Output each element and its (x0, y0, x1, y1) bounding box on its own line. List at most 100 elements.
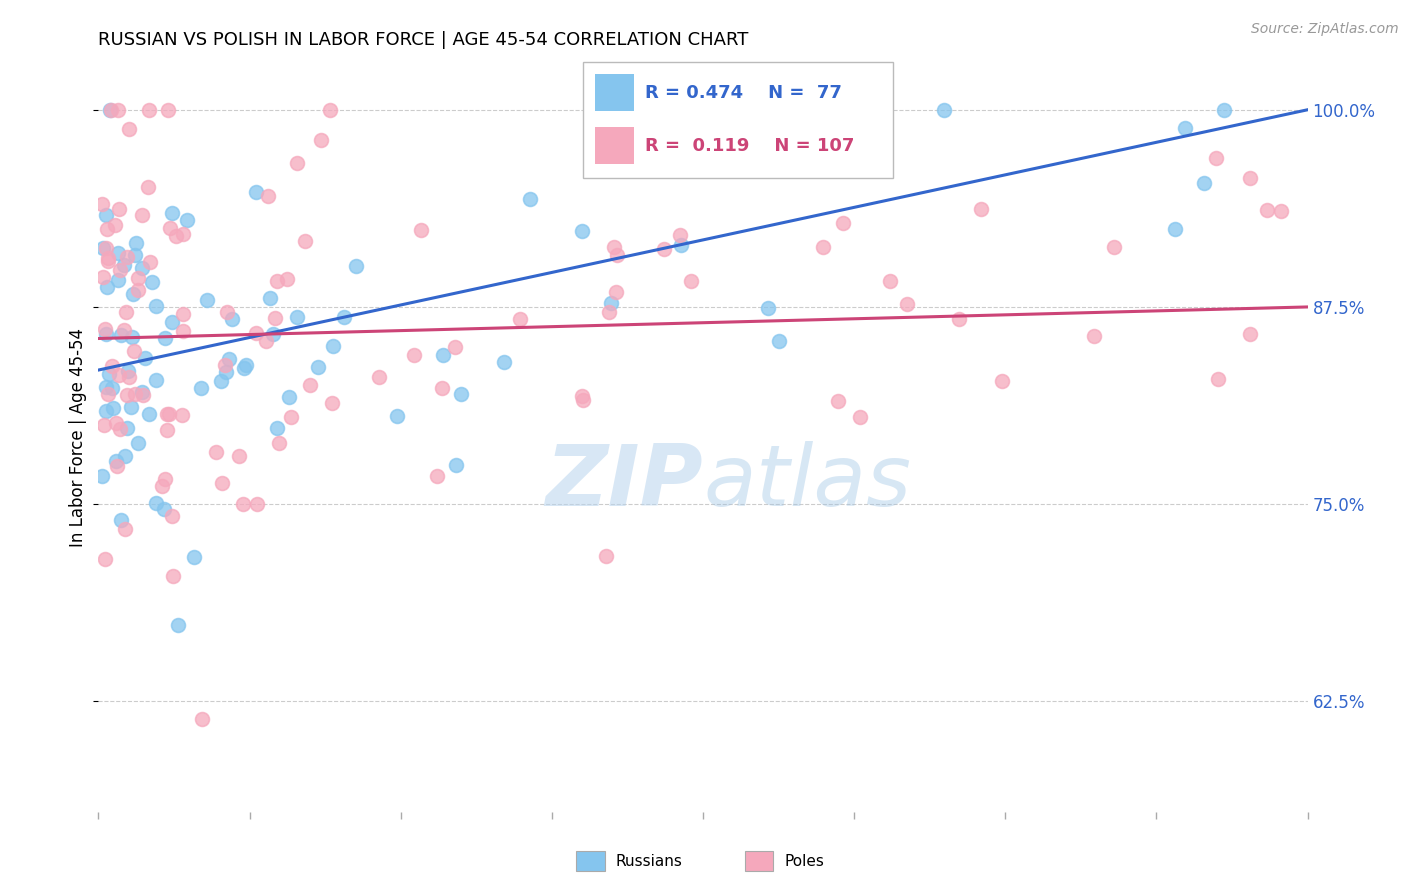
Point (681, 274, 703, 288)
Point (494, 355, 516, 369)
Point (598, 304, 620, 318)
Point (145, 496, 167, 510)
Point (101, 359, 124, 373)
Point (450, 386, 472, 401)
Point (246, 497, 269, 511)
Point (110, 422, 132, 436)
Point (145, 299, 167, 313)
Point (970, 202, 993, 216)
Point (235, 358, 257, 372)
Point (948, 311, 970, 326)
Point (1174, 121, 1197, 136)
Point (112, 323, 135, 337)
Point (112, 258, 135, 272)
Point (131, 385, 153, 400)
Point (165, 228, 187, 243)
Point (259, 291, 281, 305)
Point (97, 251, 120, 265)
Point (100, 381, 122, 395)
Point (97, 387, 120, 401)
Point (100, 103, 122, 117)
Point (176, 213, 198, 227)
Point (262, 327, 284, 342)
Point (96, 222, 118, 236)
Point (519, 192, 541, 206)
Point (934, 103, 956, 117)
Point (294, 235, 316, 249)
Point (1270, 204, 1292, 219)
Point (104, 453, 127, 467)
Text: Source: ZipAtlas.com: Source: ZipAtlas.com (1251, 22, 1399, 37)
Point (104, 218, 127, 232)
Point (605, 285, 627, 299)
Point (172, 408, 194, 422)
Point (127, 435, 149, 450)
Point (307, 360, 329, 375)
Point (228, 449, 250, 463)
Point (285, 310, 308, 324)
Point (156, 407, 179, 421)
Point (572, 392, 595, 407)
Point (896, 296, 918, 310)
Point (195, 293, 218, 308)
Point (509, 312, 531, 326)
Point (311, 132, 333, 146)
Point (1083, 329, 1105, 343)
Point (155, 331, 177, 345)
Point (122, 344, 145, 359)
Point (209, 375, 232, 389)
Point (127, 270, 149, 285)
Point (122, 286, 145, 301)
Point (1239, 171, 1261, 186)
Point (214, 358, 236, 372)
Point (1192, 176, 1215, 190)
Point (160, 315, 183, 329)
Point (115, 388, 138, 402)
Point (114, 450, 136, 464)
Point (141, 275, 163, 289)
Point (96, 208, 118, 222)
Point (652, 242, 675, 256)
Point (105, 458, 128, 473)
Point (98, 367, 121, 381)
Point (107, 103, 129, 117)
Point (367, 369, 389, 384)
Point (319, 103, 342, 117)
Point (276, 272, 298, 286)
Point (108, 368, 131, 383)
Point (444, 458, 467, 472)
Point (117, 421, 139, 435)
Point (93, 417, 115, 432)
Point (245, 185, 267, 199)
Text: RUSSIAN VS POLISH IN LABOR FORCE | AGE 45-54 CORRELATION CHART: RUSSIAN VS POLISH IN LABOR FORCE | AGE 4… (98, 31, 749, 49)
Point (94, 403, 117, 417)
Point (990, 374, 1012, 388)
Point (90, 197, 112, 211)
Point (245, 326, 267, 341)
Point (162, 569, 184, 583)
Point (118, 121, 141, 136)
Point (107, 273, 129, 287)
Point (138, 407, 160, 421)
Point (96, 242, 118, 256)
Point (1206, 372, 1229, 386)
Point (172, 324, 194, 338)
Point (768, 334, 790, 349)
Point (157, 407, 180, 421)
Point (190, 381, 212, 395)
Point (669, 227, 692, 242)
Point (159, 221, 181, 235)
Point (1102, 240, 1125, 254)
Point (172, 307, 194, 321)
Point (344, 259, 367, 273)
Point (93, 552, 115, 566)
Point (107, 246, 129, 260)
Point (98, 103, 121, 117)
Point (132, 387, 155, 401)
Point (321, 396, 343, 410)
Point (602, 240, 624, 254)
Point (267, 436, 290, 450)
Point (124, 248, 146, 262)
Point (172, 227, 194, 241)
Point (91, 468, 114, 483)
